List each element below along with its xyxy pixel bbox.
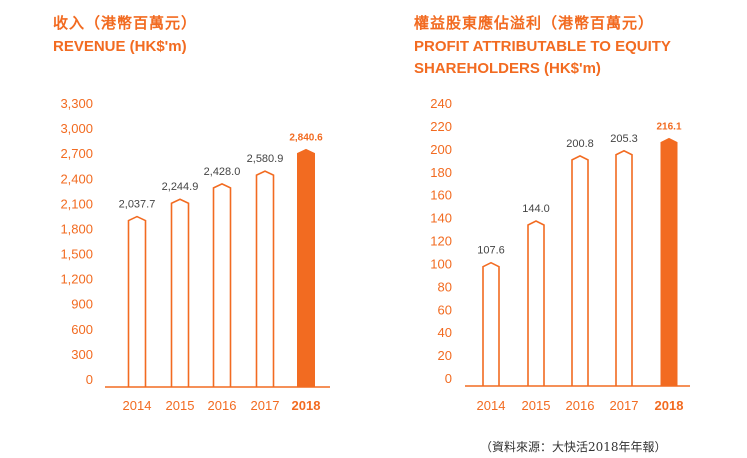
revenue-ytick-label: 1,500 — [60, 247, 93, 262]
revenue-title-en: REVENUE (HK$'m) — [53, 38, 187, 55]
profit-xtick-label-2015: 2015 — [522, 398, 551, 413]
revenue-ytick-label: 2,400 — [60, 171, 93, 186]
revenue-bar-2015 — [170, 198, 190, 387]
revenue-title-zh: 收入（港幣百萬元） — [53, 14, 198, 32]
revenue-value-label-2014: 2,037.7 — [119, 199, 156, 211]
profit-ytick-label: 240 — [430, 96, 452, 111]
revenue-bar-2017 — [255, 170, 275, 387]
revenue-bar-2014 — [127, 215, 147, 387]
revenue-bar-2018 — [297, 148, 315, 388]
profit-value-label-2017: 205.3 — [610, 133, 638, 145]
profit-ytick-label: 120 — [430, 234, 452, 249]
profit-value-label-2014: 107.6 — [477, 245, 505, 257]
profit-ytick-label: 40 — [438, 325, 452, 340]
profit-ytick-label: 220 — [430, 119, 452, 134]
profit-ytick-label: 100 — [430, 256, 452, 271]
profit-bar-2017 — [615, 149, 633, 386]
profit-bar-2016 — [571, 155, 589, 386]
source-note: （資料來源：大快活2018年年報） — [480, 440, 667, 454]
profit-xtick-label-2018: 2018 — [655, 398, 684, 413]
profit-ytick-label: 160 — [430, 188, 452, 203]
revenue-ytick-label: 0 — [86, 372, 93, 387]
profit-xtick-label-2017: 2017 — [610, 398, 639, 413]
profit-xtick-label-2016: 2016 — [566, 398, 595, 413]
revenue-ytick-label: 2,700 — [60, 146, 93, 161]
profit-bar-2015 — [527, 220, 545, 386]
revenue-xtick-label-2017: 2017 — [251, 398, 280, 413]
revenue-ytick-label: 900 — [71, 297, 93, 312]
revenue-xtick-label-2015: 2015 — [166, 398, 195, 413]
profit-title-en-line2: SHAREHOLDERS (HK$'m) — [414, 60, 601, 77]
profit-ytick-label: 180 — [430, 165, 452, 180]
profit-ytick-label: 140 — [430, 211, 452, 226]
profit-ytick-label: 60 — [438, 302, 452, 317]
revenue-value-label-2017: 2,580.9 — [247, 153, 284, 165]
revenue-bar-2016 — [212, 183, 232, 387]
revenue-ytick-label: 3,000 — [60, 121, 93, 136]
revenue-value-label-2016: 2,428.0 — [204, 166, 241, 178]
revenue-ytick-label: 2,100 — [60, 196, 93, 211]
revenue-ytick-label: 1,200 — [60, 272, 93, 287]
revenue-ytick-label: 300 — [71, 347, 93, 362]
revenue-value-label-2015: 2,244.9 — [162, 181, 199, 193]
profit-title-zh: 權益股東應佔溢利（港幣百萬元） — [414, 14, 655, 32]
revenue-value-label-2018: 2,840.6 — [289, 132, 323, 143]
profit-title-en-line1: PROFIT ATTRIBUTABLE TO EQUITY — [414, 38, 671, 55]
profit-value-label-2018: 216.1 — [656, 121, 681, 132]
revenue-xtick-label-2014: 2014 — [123, 398, 152, 413]
profit-xtick-label-2014: 2014 — [477, 398, 506, 413]
profit-bar-2014 — [482, 261, 500, 386]
profit-bar-2018 — [660, 137, 678, 387]
revenue-xtick-label-2018: 2018 — [292, 398, 321, 413]
revenue-ytick-label: 600 — [71, 322, 93, 337]
profit-ytick-label: 200 — [430, 142, 452, 157]
revenue-ytick-label: 3,300 — [60, 96, 93, 111]
profit-ytick-label: 20 — [438, 348, 452, 363]
profit-value-label-2015: 144.0 — [522, 203, 550, 215]
profit-ytick-label: 80 — [438, 279, 452, 294]
profit-value-label-2016: 200.8 — [566, 138, 594, 150]
profit-ytick-label: 0 — [445, 371, 452, 386]
revenue-ytick-label: 1,800 — [60, 221, 93, 236]
revenue-xtick-label-2016: 2016 — [208, 398, 237, 413]
